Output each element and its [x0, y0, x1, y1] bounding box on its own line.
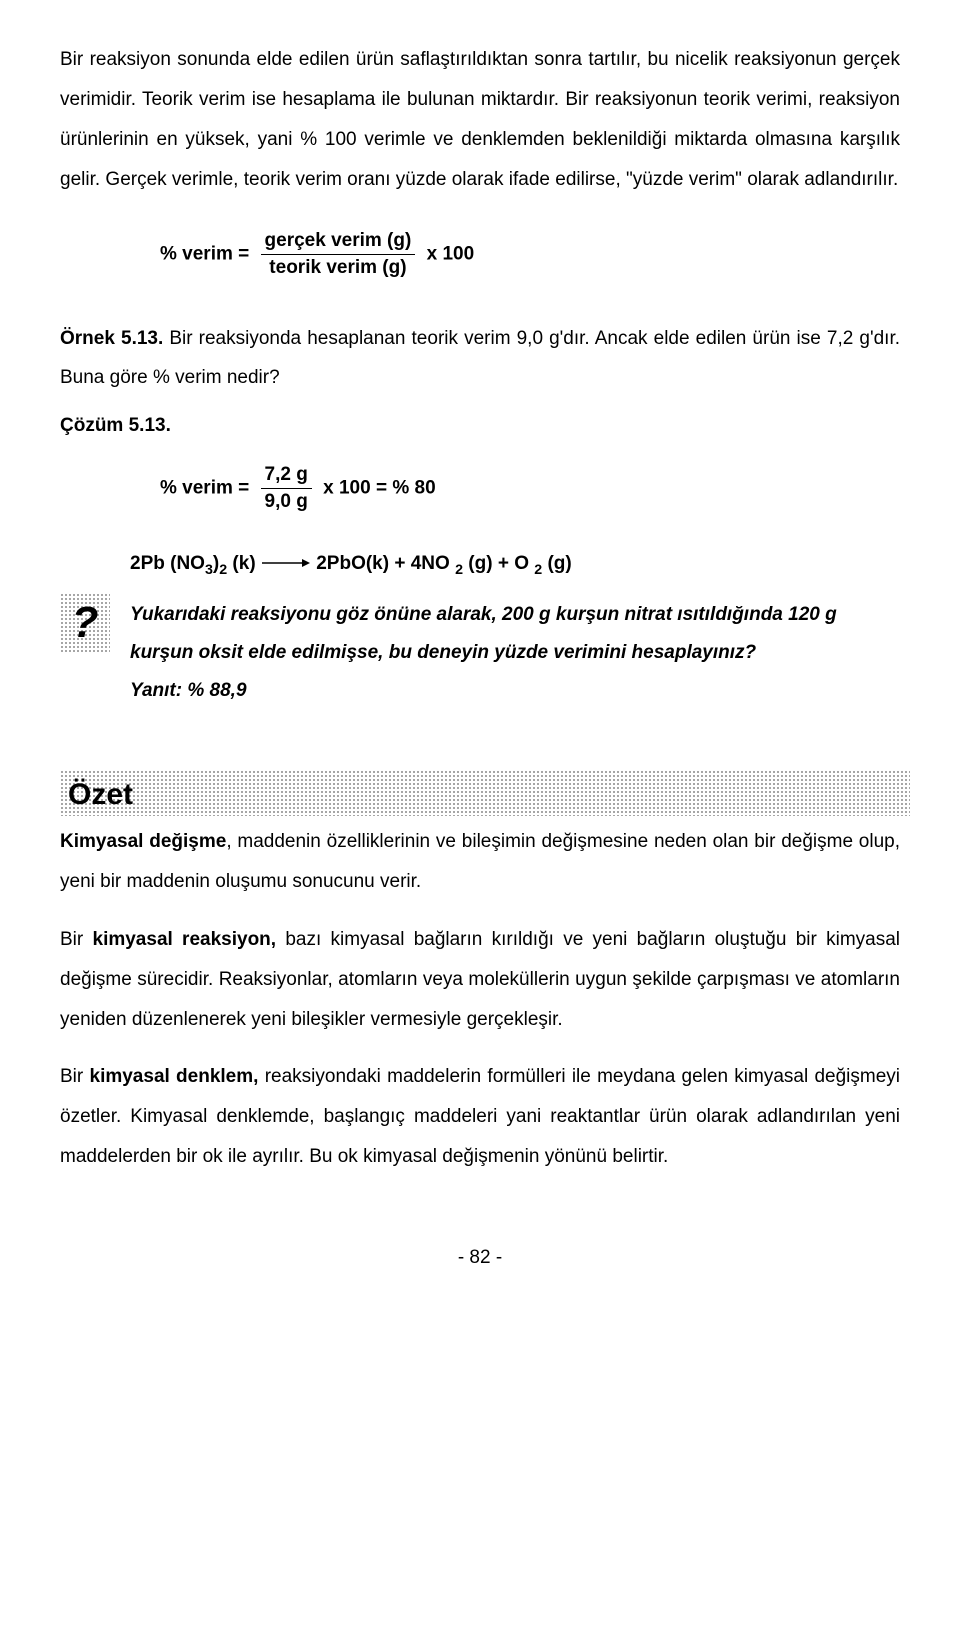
summary-p1-bold: Kimyasal değişme	[60, 831, 226, 852]
example-text: Bir reaksiyonda hesaplanan teorik verim …	[60, 328, 900, 389]
arrow-icon	[261, 553, 311, 575]
solution-fraction: 7,2 g 9,0 g	[261, 464, 312, 513]
formula-numerator: gerçek verim (g)	[261, 230, 416, 255]
solution-formula: % verim = 7,2 g 9,0 g x 100 = % 80	[160, 464, 900, 513]
question-equation: 2Pb (NO3)2 (k) 2PbO(k) + 4NO 2 (g) + O 2…	[130, 553, 900, 578]
summary-p3-bold: kimyasal denklem,	[90, 1066, 259, 1087]
example-paragraph: Örnek 5.13. Bir reaksiyonda hesaplanan t…	[60, 319, 900, 399]
summary-p2-pre: Bir	[60, 929, 93, 950]
summary-p3-pre: Bir	[60, 1066, 90, 1087]
formula-denominator: teorik verim (g)	[261, 255, 416, 279]
solution-label: Çözüm 5.13.	[60, 406, 900, 446]
eq-state1: (k)	[227, 553, 256, 574]
formula-lhs: % verim =	[160, 243, 249, 264]
question-mark-glyph: ?	[72, 598, 99, 648]
question-answer: Yanıt: % 88,9	[130, 672, 900, 710]
solution-lhs: % verim =	[160, 478, 249, 499]
eq-sub3: 2	[455, 562, 463, 578]
eq-sub2: 2	[219, 562, 227, 578]
question-mark-icon: ?	[60, 593, 110, 653]
intro-paragraph: Bir reaksiyon sonunda elde edilen ürün s…	[60, 40, 900, 200]
solution-tail: x 100 = % 80	[323, 478, 436, 499]
eq-rhs1: 2PbO(k) + 4NO	[316, 553, 455, 574]
summary-header-text: Özet	[68, 778, 133, 811]
summary-p2: Bir kimyasal reaksiyon, bazı kimyasal ba…	[60, 920, 900, 1040]
solution-numerator: 7,2 g	[261, 464, 312, 489]
formula-tail: x 100	[427, 243, 475, 264]
formula-fraction: gerçek verim (g) teorik verim (g)	[261, 230, 416, 279]
summary-p2-bold: kimyasal reaksiyon,	[93, 929, 277, 950]
percent-yield-formula: % verim = gerçek verim (g) teorik verim …	[160, 230, 900, 279]
eq-sub4: 2	[534, 562, 542, 578]
solution-denominator: 9,0 g	[261, 489, 312, 513]
eq-state3: (g)	[542, 553, 572, 574]
page: Bir reaksiyon sonunda elde edilen ürün s…	[0, 0, 960, 1309]
summary-header: Özet	[60, 770, 910, 816]
eq-lhs: 2Pb (NO	[130, 553, 205, 574]
eq-state2: (g) + O	[463, 553, 534, 574]
summary-p3: Bir kimyasal denklem, reaksiyondaki madd…	[60, 1057, 900, 1177]
question-text: Yukarıdaki reaksiyonu göz önüne alarak, …	[130, 596, 900, 672]
page-number: - 82 -	[60, 1247, 900, 1269]
question-box: ? 2Pb (NO3)2 (k) 2PbO(k) + 4NO 2 (g) + O…	[60, 553, 900, 710]
example-label: Örnek 5.13.	[60, 328, 163, 349]
eq-sub1: 3	[205, 562, 213, 578]
summary-p1: Kimyasal değişme, maddenin özelliklerini…	[60, 822, 900, 902]
